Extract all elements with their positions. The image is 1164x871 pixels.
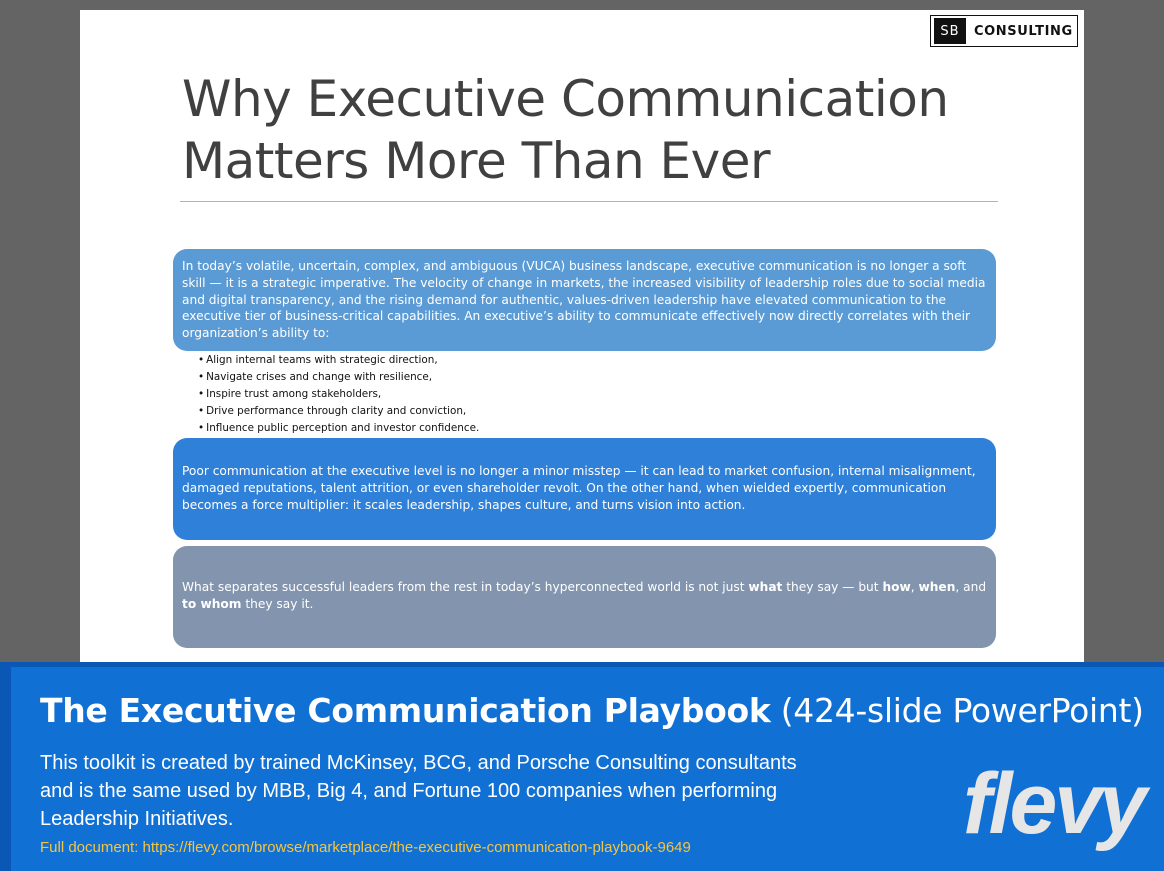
promo-banner: The Executive Communication Playbook (42…: [0, 662, 1164, 871]
flevy-logo[interactable]: flevy: [962, 756, 1147, 852]
intro-text: In today’s volatile, uncertain, complex,…: [182, 259, 986, 341]
slide: SB CONSULTING Why Executive Communicatio…: [80, 10, 1084, 662]
bullet-item: Inspire trust among stakeholders,: [198, 386, 479, 403]
bullet-item: Align internal teams with strategic dire…: [198, 352, 479, 369]
bullet-item: Navigate crises and change with resilien…: [198, 369, 479, 386]
banner-title-rest: (424-slide PowerPoint): [770, 691, 1144, 730]
logo-text: CONSULTING: [974, 23, 1073, 39]
conclusion-text-1: What separates successful leaders from t…: [182, 580, 749, 594]
banner-title: The Executive Communication Playbook (42…: [40, 691, 1144, 731]
logo-mark: SB: [934, 18, 966, 44]
conclusion-text-3: , and: [955, 580, 987, 594]
title-line-2: Matters More Than Ever: [182, 132, 771, 190]
emphasis-how: how: [882, 580, 911, 594]
banner-title-bold: The Executive Communication Playbook: [40, 691, 771, 730]
banner-description: This toolkit is created by trained McKin…: [40, 752, 797, 830]
capability-bullet-list: Align internal teams with strategic dire…: [198, 352, 479, 437]
conclusion-box: What separates successful leaders from t…: [173, 546, 996, 648]
title-line-1: Why Executive Communication: [182, 70, 949, 128]
conclusion-text-2: they say — but: [782, 580, 883, 594]
risk-text: Poor communication at the executive leve…: [182, 464, 976, 512]
risk-box: Poor communication at the executive leve…: [173, 438, 996, 540]
bullet-item: Drive performance through clarity and co…: [198, 403, 479, 420]
emphasis-what: what: [748, 580, 783, 594]
conclusion-sep: ,: [910, 580, 919, 594]
bullet-item: Influence public perception and investor…: [198, 420, 479, 437]
emphasis-to-whom: to whom: [182, 596, 242, 611]
sb-consulting-logo: SB CONSULTING: [930, 15, 1078, 47]
promo-banner-panel: The Executive Communication Playbook (42…: [11, 667, 1164, 871]
intro-box: In today’s volatile, uncertain, complex,…: [173, 249, 996, 351]
conclusion-text-4: they say it.: [241, 596, 314, 611]
slide-title: Why Executive Communication Matters More…: [182, 68, 1002, 192]
full-document-link[interactable]: Full document: https://flevy.com/browse/…: [40, 839, 691, 856]
emphasis-when: when: [918, 580, 956, 594]
title-divider: [180, 201, 998, 202]
